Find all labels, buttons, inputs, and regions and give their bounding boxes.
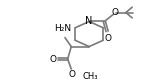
Text: N: N — [85, 16, 93, 26]
Text: O: O — [104, 34, 112, 43]
Text: CH₃: CH₃ — [83, 72, 98, 80]
Text: O: O — [69, 70, 76, 79]
Text: O: O — [111, 8, 118, 18]
Text: O: O — [49, 55, 56, 64]
Text: H₂N: H₂N — [54, 24, 71, 33]
